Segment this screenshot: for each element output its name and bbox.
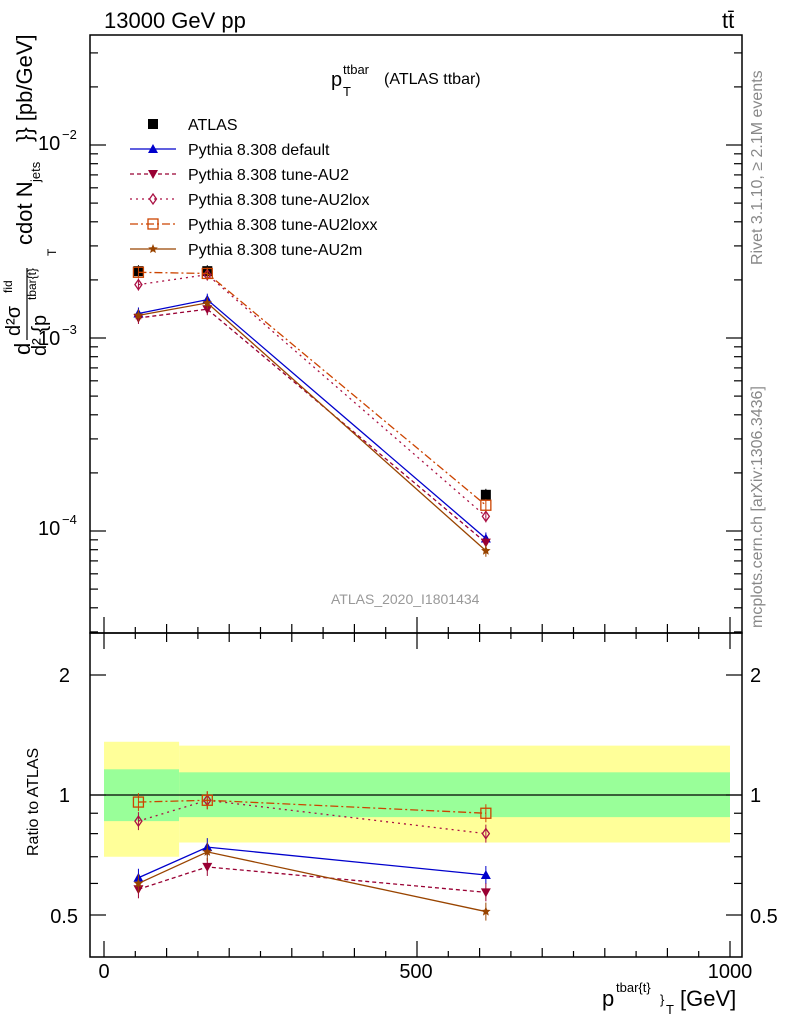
y-tick-label-1e-4-exp: −4 [62, 512, 77, 527]
ratio-point-au2loxx [480, 807, 492, 819]
y-tick-label-1e-3-base: 10 [38, 328, 60, 350]
title-suffix: (ATLAS ttbar) [384, 71, 481, 88]
ratio-point-au2loxx [132, 796, 145, 808]
point-au2 [202, 305, 213, 315]
y-axis-label-top: d d²σ fid d² {p tbar{t} T cdot N jets }}… [1, 34, 59, 356]
point-au2lox [134, 278, 143, 291]
x-tick-label-1000: 1000 [708, 961, 753, 983]
ratio-point-au2lox [481, 827, 491, 840]
ratio-point-au2lox [134, 814, 143, 828]
main-panel-series [132, 265, 492, 557]
rivet-version-label: Rivet 3.1.10, ≥ 2.1M events [749, 70, 766, 265]
ratio-line-au2m [138, 851, 486, 913]
ratio-line-default [138, 846, 486, 879]
xlabel-sub-t: T [666, 1002, 674, 1017]
series-line-default [138, 298, 487, 539]
y-tick-label-1e-2-base: 10 [38, 133, 60, 155]
xlabel-suffix: [GeV] [680, 986, 736, 1011]
y-tick-label-1e-3-exp: −3 [62, 322, 77, 337]
ylabel-frac-num-sup: fid [1, 280, 15, 293]
ratio-point-default [480, 869, 491, 879]
mcplots-label: mcplots.cern.ch [arXiv:1306.3436] [749, 386, 766, 628]
legend-label-atlas: ATLAS [188, 117, 238, 134]
point-au2m [133, 310, 144, 320]
title-sub: T [343, 84, 351, 99]
legend-label-au2lox: Pythia 8.308 tune-AU2lox [188, 192, 369, 209]
ratio-point-au2loxx [201, 794, 213, 806]
legend-marker-au2lox [148, 192, 158, 206]
point-au2loxx [480, 499, 492, 511]
point-au2m [202, 297, 212, 307]
energy-label: 13000 GeV pp [104, 8, 246, 33]
xlabel-sub-brace: } [660, 992, 665, 1007]
legend-label-au2: Pythia 8.308 tune-AU2 [188, 167, 349, 184]
analysis-watermark: ATLAS_2020_I1801434 [331, 591, 480, 607]
legend-marker-au2 [148, 170, 158, 179]
legend-marker-atlas [148, 119, 158, 129]
ylabel-frac-den-sub: T [45, 248, 59, 256]
series-line-au2 [138, 308, 487, 544]
xlabel-main: p [602, 986, 614, 1011]
ylabel-jets-sub: jets [28, 161, 43, 183]
point-au2loxx [201, 267, 213, 280]
ratio-tick-label-1-right: 1 [750, 785, 761, 807]
legend-marker-default [148, 144, 158, 153]
process-label: tt̄ [722, 8, 734, 33]
legend-label-au2loxx: Pythia 8.308 tune-AU2loxx [188, 217, 377, 234]
title-sup: ttbar [343, 62, 370, 77]
legend: ATLAS Pythia 8.308 default Pythia 8.308 tu… [130, 117, 377, 259]
y-tick-label-1e-2-exp: −2 [62, 127, 77, 142]
ylabel-frac-den-sup: tbar{t} [25, 268, 39, 300]
x-tick-label-0: 0 [98, 961, 109, 983]
ratio-tick-label-2-right: 2 [750, 665, 761, 687]
ratio-panel-series [132, 791, 492, 921]
point-au2loxx [132, 266, 145, 278]
ratio-line-au2lox [138, 799, 486, 835]
ratio-point-au2m [133, 878, 144, 888]
legend-label-default: Pythia 8.308 default [188, 142, 330, 159]
y-axis-label-ratio: Ratio to ATLAS [25, 748, 42, 856]
legend-label-au2m: Pythia 8.308 tune-AU2m [188, 242, 362, 259]
x-tick-label-500: 500 [399, 961, 432, 983]
ratio-tick-label-05-right: 0.5 [750, 906, 778, 928]
plot-title: p ttbar T (ATLAS ttbar) [331, 62, 481, 99]
ylabel-cdot: cdot N [12, 181, 37, 245]
ylabel-frac-num: d²σ [3, 305, 25, 336]
ratio-point-au2m [202, 846, 212, 856]
ratio-point-au2 [202, 862, 213, 872]
point-atlas [480, 489, 491, 500]
legend-marker-au2m [148, 244, 158, 253]
axis-ticks [90, 52, 742, 957]
point-au2lox [481, 510, 491, 523]
ratio-tick-label-1-left: 1 [59, 785, 70, 807]
tick-labels: 0 500 1000 10 −2 10 −3 10 −4 2 1 0.5 2 1… [38, 127, 778, 983]
ratio-tick-label-2-left: 2 [59, 665, 70, 687]
ylabel-frac-den: d² {p [29, 315, 51, 356]
series-line-au2m [138, 302, 487, 552]
title-main: p [331, 69, 342, 91]
point-au2 [480, 538, 491, 548]
x-axis-label: p tbar{t} } T [GeV] [602, 980, 736, 1017]
ratio-line-au2 [138, 866, 486, 893]
point-au2m [481, 545, 491, 555]
xlabel-sup: tbar{t} [616, 980, 651, 995]
ylabel-d: d [10, 343, 35, 355]
ylabel-units: }} [pb/GeV] [12, 34, 37, 142]
ratio-point-au2 [480, 888, 491, 898]
ratio-point-au2m [481, 906, 491, 916]
ratio-tick-label-05-left: 0.5 [50, 906, 78, 928]
ratio-uncertainty-bands [104, 741, 730, 857]
y-tick-label-1e-4-base: 10 [38, 518, 60, 540]
legend-marker-au2loxx [147, 218, 159, 230]
